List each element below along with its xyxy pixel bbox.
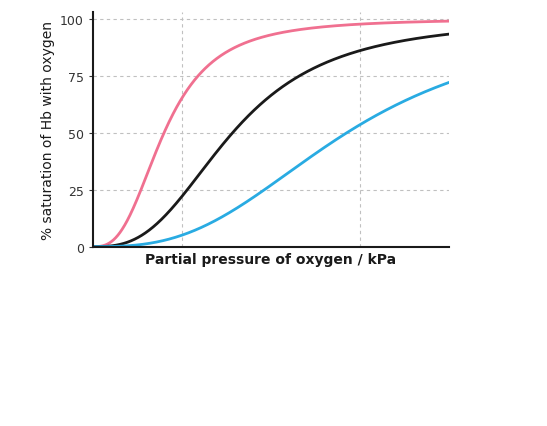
X-axis label: Partial pressure of oxygen / kPa: Partial pressure of oxygen / kPa — [145, 253, 397, 267]
Y-axis label: % saturation of Hb with oxygen: % saturation of Hb with oxygen — [40, 21, 55, 239]
